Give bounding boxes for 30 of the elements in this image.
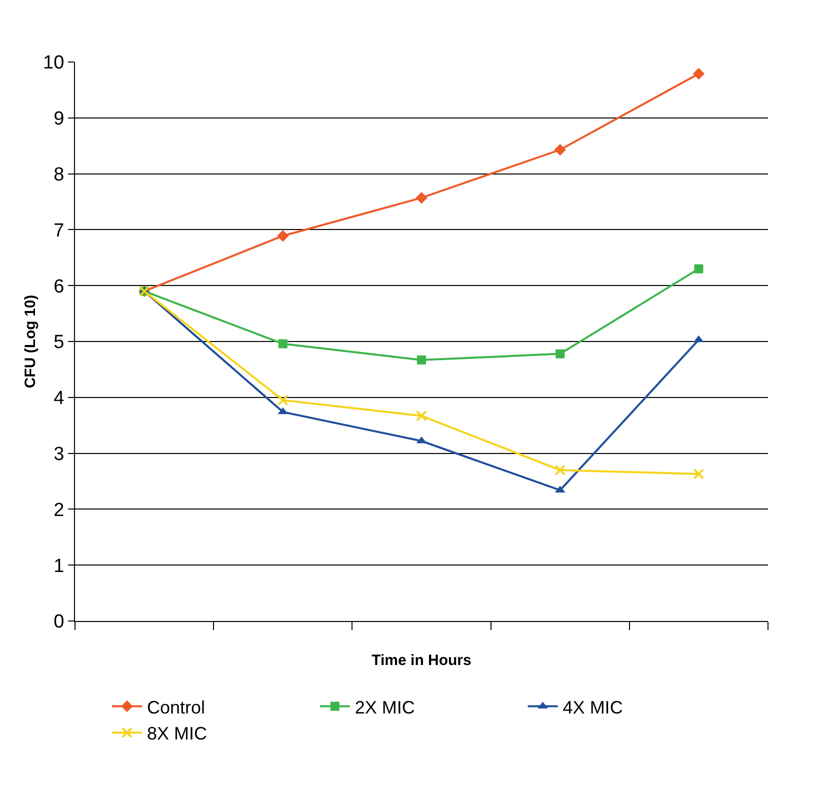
- point: [694, 335, 704, 342]
- point: [416, 410, 427, 422]
- point: [554, 144, 566, 156]
- legend-label: Control: [147, 697, 206, 718]
- point: [693, 468, 704, 480]
- y-tick-label: 9: [54, 108, 64, 130]
- y-axis-title: CFU (Log 10): [22, 294, 39, 388]
- y-tick-label: 5: [54, 332, 64, 354]
- y-tick-label: 4: [54, 388, 65, 410]
- y-tick-label: 3: [54, 444, 64, 465]
- y-tick-label: 1: [54, 556, 64, 577]
- point: [417, 355, 426, 364]
- y-tick-label: 8: [54, 164, 64, 186]
- y-tick-label: 2: [54, 500, 64, 521]
- point: [554, 464, 566, 476]
- point: [277, 230, 289, 242]
- y-tick-label: 7: [54, 220, 64, 242]
- y-tick-label: 10: [43, 52, 64, 74]
- y-tick-label: 6: [54, 276, 64, 298]
- legend-label: 2X MIC: [354, 697, 415, 718]
- point: [416, 192, 428, 204]
- point: [694, 264, 704, 274]
- point: [556, 349, 565, 358]
- point: [692, 68, 705, 80]
- point: [277, 394, 288, 406]
- legend-label: 4X MIC: [562, 697, 623, 718]
- point: [278, 339, 288, 348]
- x-axis-title: Time in Hours: [372, 652, 472, 669]
- y-tick-label: 0: [54, 612, 64, 633]
- legend-label: 8X MIC: [147, 724, 208, 744]
